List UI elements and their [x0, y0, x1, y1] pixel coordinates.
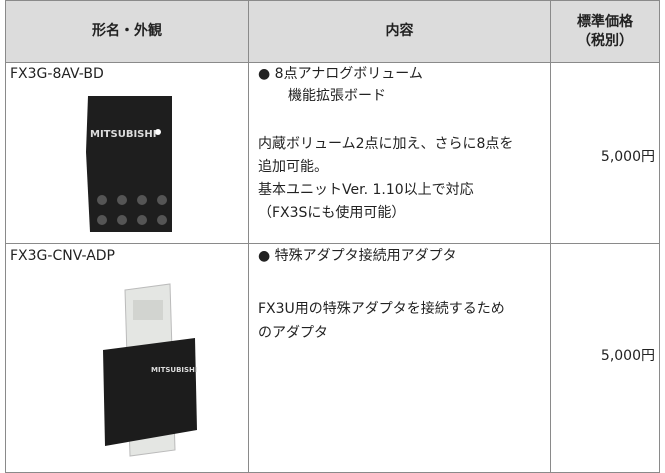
page: 形名・外観 内容 標準価格 （税別） FX3G-8AV-BD MITSUBISHI…: [5, 0, 660, 473]
price: 5,000円: [600, 348, 655, 364]
header-text: 内容: [385, 23, 414, 39]
item-heading: ● 特殊アダプタ接続用アダプタ: [258, 248, 457, 264]
header-cell: 内容: [248, 0, 551, 63]
brand-label: MITSUBISHI: [90, 129, 156, 140]
description: 基本ユニットVer. 1.10以上で対応: [258, 182, 474, 198]
description: 内蔵ボリューム2点に加え、さらに8点を: [258, 136, 514, 152]
header-cell: 標準価格 （税別）: [550, 0, 660, 63]
cell: [248, 243, 551, 473]
item-heading: ● 8点アナログボリューム: [258, 66, 423, 82]
product-image: MITSUBISHI: [103, 283, 198, 457]
header-cell: 形名・外観: [5, 0, 249, 63]
product-image: MITSUBISHI: [86, 96, 172, 232]
header-text: 標準価格: [577, 13, 633, 30]
brand-label: MITSUBISHI: [151, 366, 198, 374]
description: FX3U用の特殊アダプタを接続するため: [258, 301, 505, 317]
description: （FX3Sにも使用可能）: [258, 205, 406, 221]
item-heading: 機能拡張ボード: [288, 88, 386, 104]
description: 追加可能。: [258, 159, 328, 175]
header-text: 形名・外観: [92, 23, 162, 39]
model-name: FX3G-CNV-ADP: [10, 248, 115, 264]
price: 5,000円: [600, 149, 655, 165]
model-name: FX3G-8AV-BD: [10, 66, 104, 82]
header-text: （税別）: [577, 32, 633, 49]
description: のアダプタ: [258, 325, 328, 341]
